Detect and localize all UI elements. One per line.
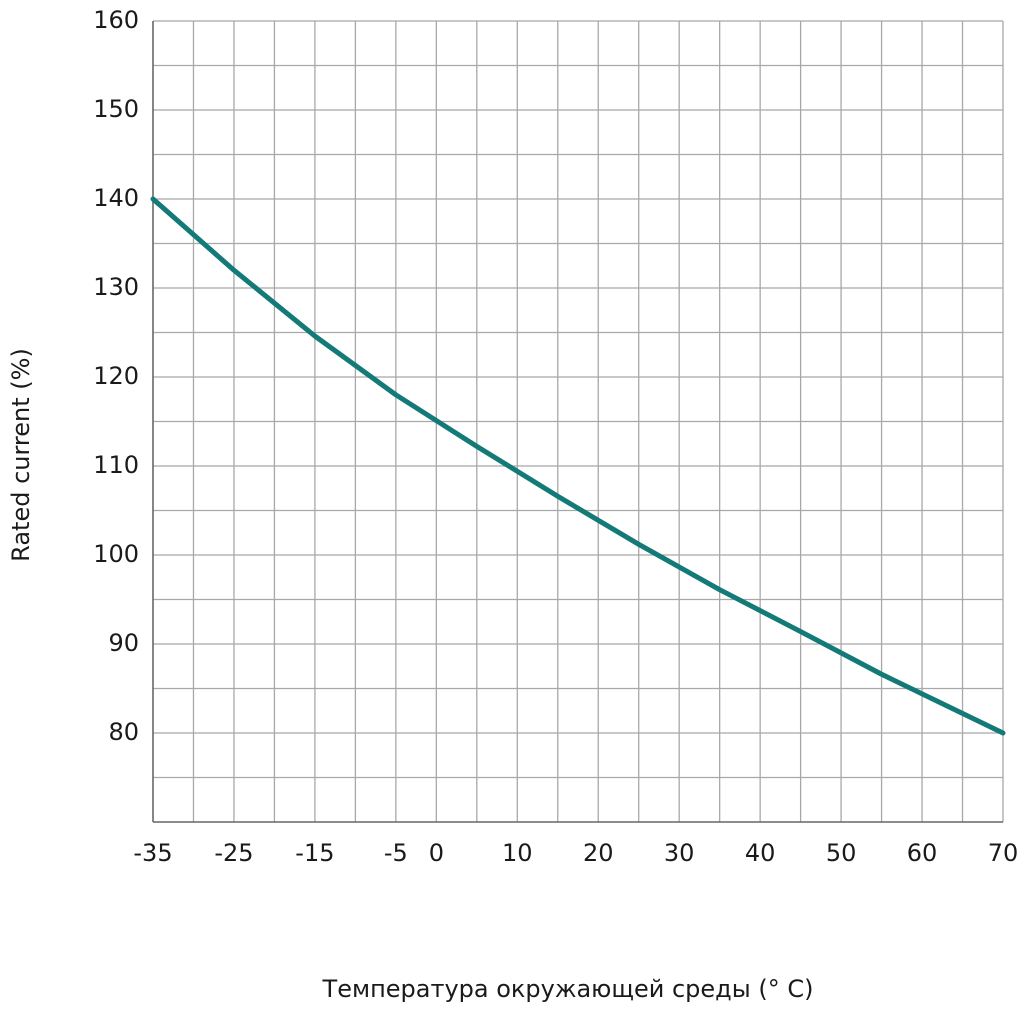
y-tick-label: 150 (93, 95, 139, 123)
x-tick-label: 20 (583, 839, 614, 867)
y-tick-label: 110 (93, 451, 139, 479)
y-tick-label: 100 (93, 540, 139, 568)
y-tick-label: 90 (108, 629, 139, 657)
x-tick-label: 50 (826, 839, 857, 867)
y-tick-label: 120 (93, 362, 139, 390)
x-tick-label: -5 (384, 839, 408, 867)
x-tick-label: 60 (907, 839, 938, 867)
y-tick-label: 80 (108, 718, 139, 746)
x-tick-label: 70 (988, 839, 1019, 867)
x-axis-title: Температура окружающей среды (° C) (322, 975, 814, 1003)
y-tick-label: 140 (93, 184, 139, 212)
x-tick-label: 10 (502, 839, 533, 867)
x-tick-label: 30 (664, 839, 695, 867)
x-tick-label: -35 (133, 839, 172, 867)
x-tick-label: -25 (214, 839, 253, 867)
y-tick-label: 160 (93, 6, 139, 34)
x-tick-label: 40 (745, 839, 776, 867)
y-tick-label: 130 (93, 273, 139, 301)
x-tick-label: 0 (429, 839, 444, 867)
line-series (150, 196, 1006, 736)
y-axis-title: Rated current (%) (7, 348, 35, 562)
x-tick-label: -15 (295, 839, 334, 867)
